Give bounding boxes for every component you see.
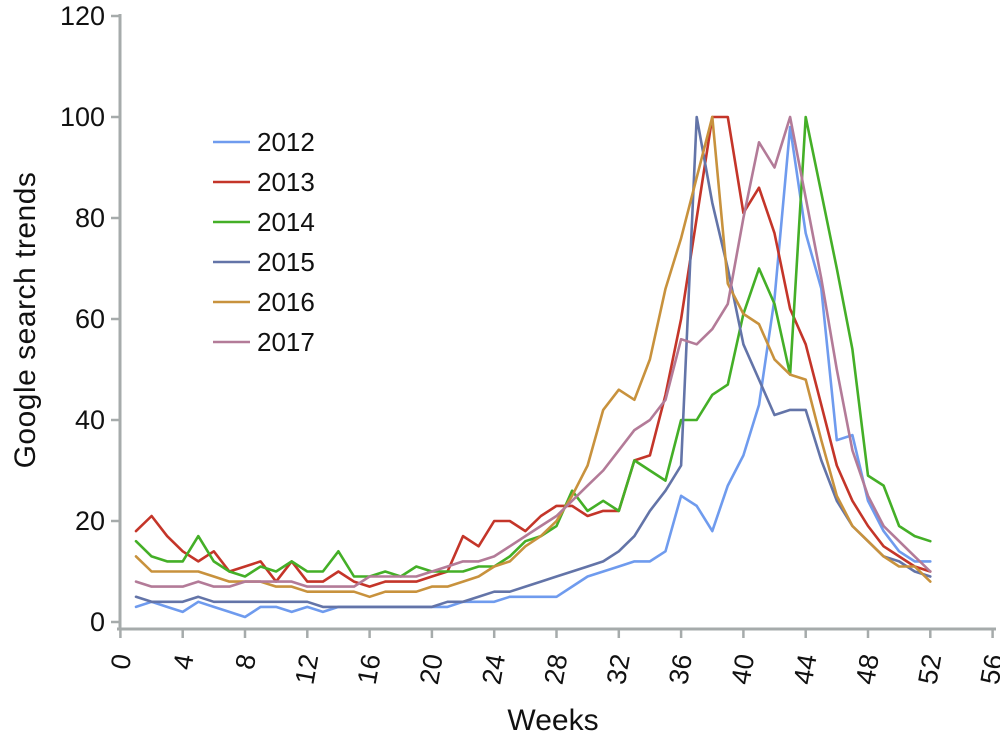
x-tick-label: 12 — [289, 652, 324, 687]
x-tick-label: 36 — [663, 652, 698, 687]
x-tick-label: 52 — [912, 652, 947, 687]
legend-label-2012: 2012 — [257, 127, 315, 157]
x-tick-label: 16 — [352, 652, 387, 687]
y-tick-label: 100 — [60, 102, 105, 132]
series-line-2017 — [134, 115, 932, 588]
series-line-2016 — [134, 115, 932, 599]
x-tick-label: 44 — [788, 652, 823, 687]
series-line-2013 — [134, 115, 932, 588]
x-tick-label: 48 — [850, 652, 885, 687]
y-tick-label: 60 — [75, 304, 105, 334]
x-tick-label: 24 — [476, 652, 511, 687]
y-tick-label: 120 — [60, 1, 105, 31]
x-tick-label: 28 — [539, 652, 574, 687]
x-tick-label: 40 — [726, 652, 761, 687]
legend-label-2017: 2017 — [257, 327, 315, 357]
y-tick-label: 20 — [75, 506, 105, 536]
series-line-2015 — [134, 115, 932, 609]
x-tick-label: 20 — [414, 652, 449, 687]
x-tick-label: 0 — [105, 652, 137, 672]
x-tick-label: 56 — [975, 652, 1000, 687]
series-line-2014 — [134, 115, 932, 578]
x-tick-label: 8 — [230, 652, 262, 672]
y-tick-label: 80 — [75, 203, 105, 233]
x-tick-label: 32 — [601, 652, 636, 687]
legend-label-2015: 2015 — [257, 247, 315, 277]
x-axis-title: Weeks — [507, 704, 599, 737]
x-tick-label: 4 — [167, 652, 199, 672]
legend-label-2013: 2013 — [257, 167, 315, 197]
y-tick-label: 40 — [75, 405, 105, 435]
y-axis-title: Google search trends — [9, 171, 42, 469]
series-line-2012 — [134, 125, 932, 619]
legend-label-2014: 2014 — [257, 207, 315, 237]
legend-label-2016: 2016 — [257, 287, 315, 317]
y-tick-label: 0 — [90, 607, 105, 637]
